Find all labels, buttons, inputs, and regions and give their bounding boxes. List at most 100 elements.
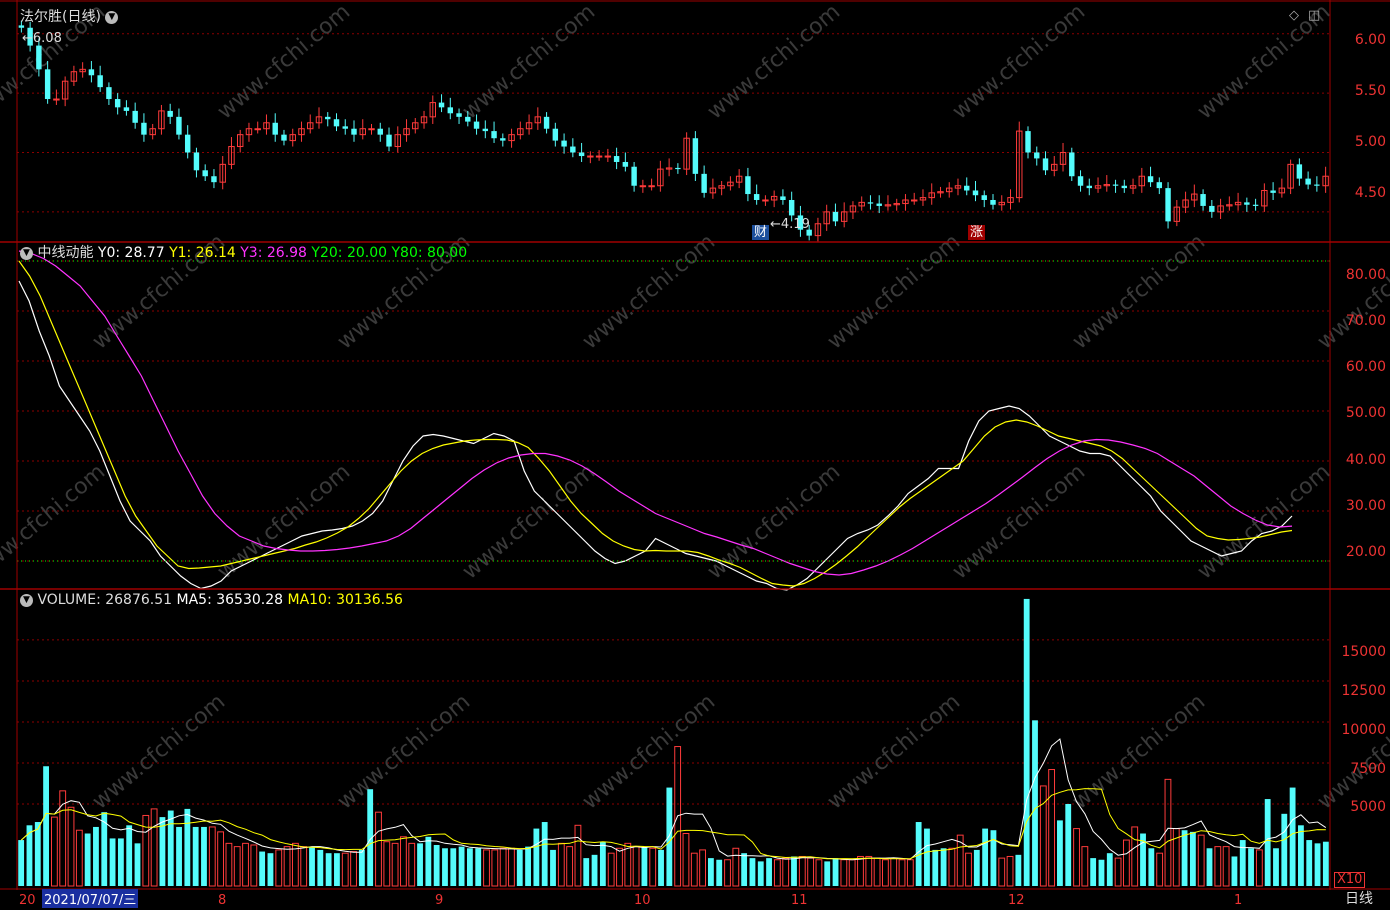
volume-bar xyxy=(840,859,848,887)
watermark-text: www.cfchi.com xyxy=(213,459,355,584)
volume-bar xyxy=(1197,834,1205,887)
candle-body xyxy=(631,166,637,186)
candle-body xyxy=(1007,197,1014,203)
candle-body xyxy=(981,195,987,200)
candle-body xyxy=(1209,205,1215,212)
candle-body xyxy=(1200,194,1206,206)
arrow-left-icon: ← xyxy=(770,217,781,232)
candle-body xyxy=(132,110,138,123)
month-tick: 10 xyxy=(634,893,651,908)
volume-bar xyxy=(607,852,615,887)
candle-body xyxy=(657,168,664,187)
low-price-label: ←4.19 xyxy=(770,217,810,233)
volume-bar xyxy=(1255,849,1263,887)
volume-bar xyxy=(1106,853,1113,886)
window-toggle-icon[interactable]: ◫ xyxy=(1308,8,1321,23)
volume-bar xyxy=(1114,857,1122,887)
candle-body xyxy=(211,176,217,183)
candle-body xyxy=(718,185,725,189)
watermark-text: www.cfchi.com xyxy=(578,229,720,354)
volume-bar xyxy=(674,746,682,887)
candle-body xyxy=(403,128,410,136)
finance-event-marker[interactable]: 财 xyxy=(752,225,770,240)
diamond-icon[interactable]: ◇ xyxy=(1289,8,1299,23)
volume-bar xyxy=(865,855,873,887)
volume-bar xyxy=(117,838,124,886)
candle-body xyxy=(281,134,287,141)
candle-body xyxy=(639,185,647,188)
candle-body xyxy=(1234,201,1242,206)
chevron-down-icon[interactable]: ▼ xyxy=(20,246,33,260)
volume-bar xyxy=(433,844,440,886)
candle-body xyxy=(745,176,751,195)
volume-bar xyxy=(225,842,233,887)
indicator-line-y0 xyxy=(18,280,1293,591)
chevron-down-icon[interactable]: ▼ xyxy=(105,10,119,24)
volume-bar xyxy=(948,847,956,887)
candle-body xyxy=(272,122,278,135)
candle-body xyxy=(298,128,305,136)
candle-body xyxy=(500,138,506,141)
candle-body xyxy=(473,121,480,129)
candle-body xyxy=(1129,185,1137,189)
candle-body xyxy=(412,122,419,130)
volume-axis-label: 7500 xyxy=(1350,761,1386,777)
volume-bar xyxy=(176,826,182,886)
candle-body xyxy=(351,128,357,135)
candle-body xyxy=(245,128,253,136)
volume-bar xyxy=(267,853,274,886)
volume-bar xyxy=(1214,846,1222,887)
volume-bar xyxy=(915,822,922,886)
candle-body xyxy=(911,199,918,202)
candle-body xyxy=(665,167,673,170)
candle-body xyxy=(1086,185,1092,189)
volume-bar xyxy=(483,849,490,887)
cursor-date: 2021/07/07/三 xyxy=(42,889,139,908)
volume-bar xyxy=(857,855,864,887)
volume-bar xyxy=(1015,854,1022,886)
volume-bar xyxy=(126,825,133,886)
candle-body xyxy=(79,68,86,73)
volume-value[interactable]: VOLUME: 26876.51 xyxy=(37,592,173,608)
period-selector[interactable]: 日线 xyxy=(1345,891,1373,907)
watermark-text: www.cfchi.com xyxy=(948,459,1090,584)
candle-body xyxy=(53,98,60,101)
volume-bar xyxy=(499,847,507,887)
candle-body xyxy=(534,116,542,124)
candle-body xyxy=(797,215,804,230)
candle-body xyxy=(325,116,331,120)
candle-body xyxy=(919,197,927,201)
watermark-text: www.cfchi.com xyxy=(1313,689,1390,814)
volume-bar xyxy=(109,838,116,886)
candle-body xyxy=(447,107,454,114)
candle-body xyxy=(543,116,550,129)
volume-bar xyxy=(1231,856,1238,886)
volume-series xyxy=(18,598,1329,887)
volume-ma10-line xyxy=(20,788,1326,860)
volume-bar xyxy=(1065,803,1072,886)
watermark-text: www.cfchi.com xyxy=(578,689,720,814)
volume-bar xyxy=(682,833,690,887)
candle-body xyxy=(701,173,707,193)
volume-bar xyxy=(18,840,25,886)
candle-body xyxy=(832,211,839,222)
chevron-down-icon[interactable]: ▼ xyxy=(20,593,33,607)
volume-bar xyxy=(1306,840,1313,886)
indicator-name[interactable]: 中线动能 xyxy=(37,245,94,261)
volume-bar xyxy=(873,857,881,887)
candle-body xyxy=(964,185,970,191)
candle-body xyxy=(613,156,620,162)
volume-bar xyxy=(93,826,99,886)
watermark-text: www.cfchi.com xyxy=(1313,229,1390,354)
candle-body xyxy=(184,134,191,153)
watermark-layer: www.cfchi.com www.cfchi.com www.cfchi.com w… xyxy=(0,0,1390,815)
watermark-text: www.cfchi.com xyxy=(948,0,1090,125)
candle-body xyxy=(176,116,182,135)
volume-bar xyxy=(101,812,108,886)
candle-body xyxy=(1261,189,1268,207)
y1-value: Y1: 26.14 xyxy=(169,245,236,261)
volume-bar xyxy=(641,846,648,886)
limit-up-marker[interactable]: 涨 xyxy=(968,225,986,240)
month-tick: 9 xyxy=(435,893,444,908)
